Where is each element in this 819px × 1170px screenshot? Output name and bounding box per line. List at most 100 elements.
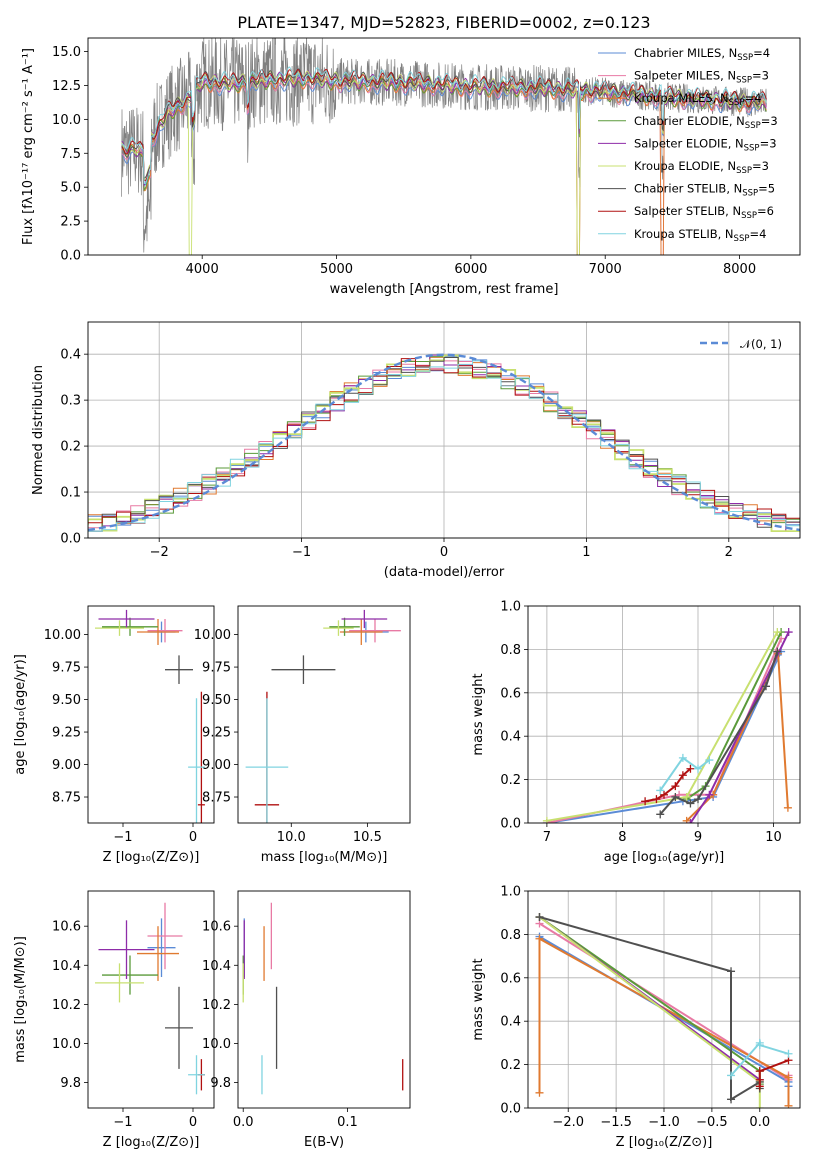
legend-tail: =3 <box>752 69 769 83</box>
y-tick-label: 10.2 <box>202 998 231 1013</box>
model-line-chabrier-stelib <box>121 68 767 179</box>
y-tick-label: 10.0 <box>52 1037 81 1052</box>
x-tick-label: 0 <box>189 830 197 845</box>
point-marker <box>535 913 544 922</box>
y-tick-label: 10.00 <box>44 628 81 643</box>
point-marker <box>784 1073 793 1082</box>
y-tick-label: 2.5 <box>60 215 81 230</box>
y-tick-label: 10.00 <box>194 628 231 643</box>
axes-frame <box>87 321 801 539</box>
x-tick-label: −0.5 <box>696 1115 728 1130</box>
axes-frame <box>237 605 411 824</box>
series-line <box>686 631 782 800</box>
point-marker <box>660 790 668 799</box>
x-axis-label: E(B-V) <box>304 1135 344 1150</box>
y-axis-label: age [log₁₀(age/yr)] <box>13 654 28 775</box>
point-marker <box>727 967 736 976</box>
point-marker <box>535 1088 544 1097</box>
legend-entry: Kroupa MILES, NSSP=4 <box>634 91 761 108</box>
x-tick-label: 0.0 <box>749 1115 770 1130</box>
y-axis-label: Normed distribution <box>31 365 46 495</box>
point-marker <box>705 790 714 799</box>
y-tick-label: 8.75 <box>52 791 81 806</box>
spectrum-lines <box>121 38 767 255</box>
y-tick-label: 10.6 <box>202 920 231 935</box>
point-marker <box>784 1049 793 1058</box>
y-tick-label: 0.2 <box>500 773 521 788</box>
point-marker <box>762 682 770 691</box>
legend-text: Salpeter STELIB, N <box>634 204 741 218</box>
y-tick-label: 9.00 <box>202 758 231 773</box>
x-axis-label: Z [log₁₀(Z/Z⊙)] <box>616 1135 713 1150</box>
point-marker <box>535 934 544 943</box>
y-tick-label: 9.75 <box>202 661 231 676</box>
axes-mass_vs_Z: −1 0 9.8 10.0 10.2 10.4 10.6 Z [log₁₀(Z/Z⊙)] mas… <box>13 890 215 1150</box>
x-axis-label: mass [log₁₀(M/M⊙)] <box>261 850 388 865</box>
x-tick-label: 0.1 <box>337 1115 358 1130</box>
y-tick-label: 0.0 <box>500 817 521 832</box>
errorbars <box>95 609 205 823</box>
legend-text: Chabrier STELIB, N <box>634 182 742 196</box>
legend-text: Kroupa ELODIE, N <box>634 159 736 173</box>
legend-text: Chabrier MILES, N <box>634 46 737 60</box>
x-tick-label: −1 <box>113 1115 132 1130</box>
y-tick-label: 15.0 <box>52 45 81 60</box>
y-tick-label: 9.25 <box>52 726 81 741</box>
axes-age_vs_mass: 10.0 10.5 8.75 9.00 9.25 9.50 9.75 10.00 mass [l… <box>194 605 411 865</box>
point-marker <box>755 1067 764 1076</box>
legend-subscript: SSP <box>734 234 750 244</box>
y-tick-label: 1.0 <box>500 885 521 900</box>
x-tick-label: 0 <box>189 1115 197 1130</box>
x-tick-label: 8 <box>618 830 626 845</box>
point-marker <box>755 1104 764 1108</box>
x-tick-label: 5000 <box>320 262 353 277</box>
legend-subscript: SSP <box>741 211 757 221</box>
series-line <box>659 756 710 792</box>
point-marker <box>694 795 702 804</box>
point-marker <box>641 797 650 806</box>
legend-text: Chabrier ELODIE, N <box>634 114 745 128</box>
point-marker <box>755 1041 764 1050</box>
y-tick-label: 7.5 <box>60 147 81 162</box>
x-tick-label: −1.0 <box>648 1115 680 1130</box>
x-tick-label: 1 <box>582 545 590 560</box>
legend-tail: =3 <box>761 114 778 128</box>
axes-frame <box>237 890 411 1109</box>
axes-massweight_vs_age: 7 8 9 10 0.0 0.2 0.4 0.6 0.8 1.0 age [log₁₀(age/yr… <box>471 600 801 865</box>
y-tick-label: 0.2 <box>500 1058 521 1073</box>
y-tick-label: 0.2 <box>60 440 81 455</box>
x-tick-label: 0.0 <box>233 1115 254 1130</box>
x-axis-label: age [log₁₀(age/yr)] <box>604 850 725 865</box>
point-marker <box>678 753 687 762</box>
y-tick-label: 9.50 <box>202 693 231 708</box>
x-axis-label: Z [log₁₀(Z/Z⊙)] <box>103 850 200 865</box>
y-tick-label: 8.75 <box>202 791 231 806</box>
errorbars <box>95 902 205 1095</box>
y-axis-label: mass weight <box>471 958 486 1040</box>
y-tick-label: 0.3 <box>60 394 81 409</box>
axes-residuals: −2 −1 0 1 2 0.0 0.1 0.2 0.3 0.4 (data-model)/error… <box>31 321 801 580</box>
legend-text: Kroupa MILES, N <box>634 91 729 105</box>
point-marker <box>652 795 661 804</box>
legend-entry: Salpeter MILES, NSSP=3 <box>634 69 769 86</box>
legend-text: Salpeter MILES, N <box>634 69 736 83</box>
x-tick-label: 7 <box>543 830 551 845</box>
x-tick-label: 0 <box>440 545 448 560</box>
normal-curve <box>88 353 800 532</box>
x-tick-label: 7000 <box>589 262 622 277</box>
y-tick-label: 1.0 <box>500 600 521 615</box>
point-marker <box>686 799 695 808</box>
legend-tail: =4 <box>744 91 761 105</box>
y-tick-label: 9.00 <box>52 758 81 773</box>
y-tick-label: 0.4 <box>500 730 521 745</box>
legend-subscript: SSP <box>744 143 760 153</box>
x-tick-label: −1 <box>292 545 311 560</box>
legend-entry: Chabrier STELIB, NSSP=5 <box>634 182 775 199</box>
point-marker <box>755 1075 764 1084</box>
x-tick-label: 2 <box>725 545 733 560</box>
x-tick-label: 8000 <box>723 262 756 277</box>
legend-subscript: SSP <box>737 53 753 63</box>
y-tick-label: 0.1 <box>60 486 81 501</box>
series-line <box>659 651 779 815</box>
